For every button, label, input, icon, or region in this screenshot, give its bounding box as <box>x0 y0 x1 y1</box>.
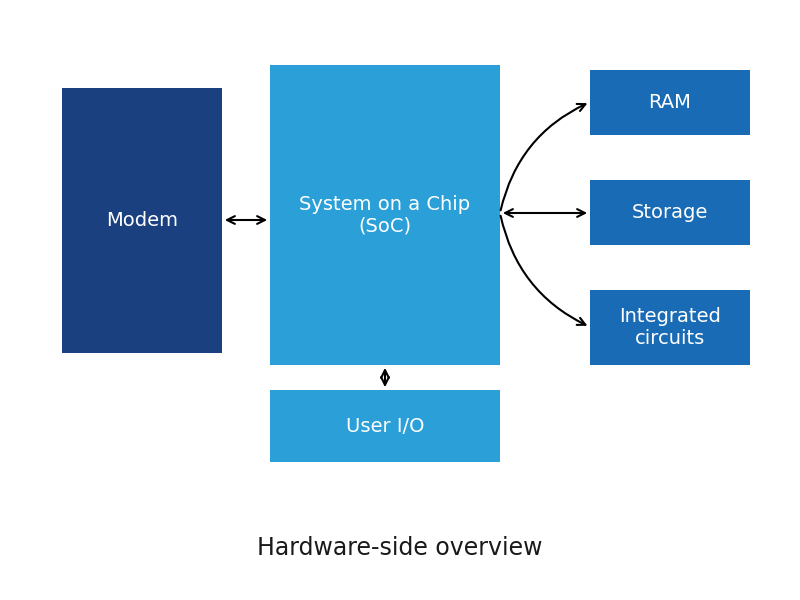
FancyBboxPatch shape <box>590 180 750 245</box>
Text: RAM: RAM <box>649 93 691 112</box>
FancyBboxPatch shape <box>270 390 500 462</box>
FancyBboxPatch shape <box>590 290 750 365</box>
Text: System on a Chip
(SoC): System on a Chip (SoC) <box>299 194 470 235</box>
Text: Hardware-side overview: Hardware-side overview <box>258 536 542 560</box>
FancyBboxPatch shape <box>62 88 222 353</box>
Text: Modem: Modem <box>106 211 178 230</box>
Text: User I/O: User I/O <box>346 416 424 436</box>
FancyBboxPatch shape <box>590 70 750 135</box>
Text: Integrated
circuits: Integrated circuits <box>619 307 721 348</box>
Text: Storage: Storage <box>632 203 708 222</box>
FancyBboxPatch shape <box>270 65 500 365</box>
